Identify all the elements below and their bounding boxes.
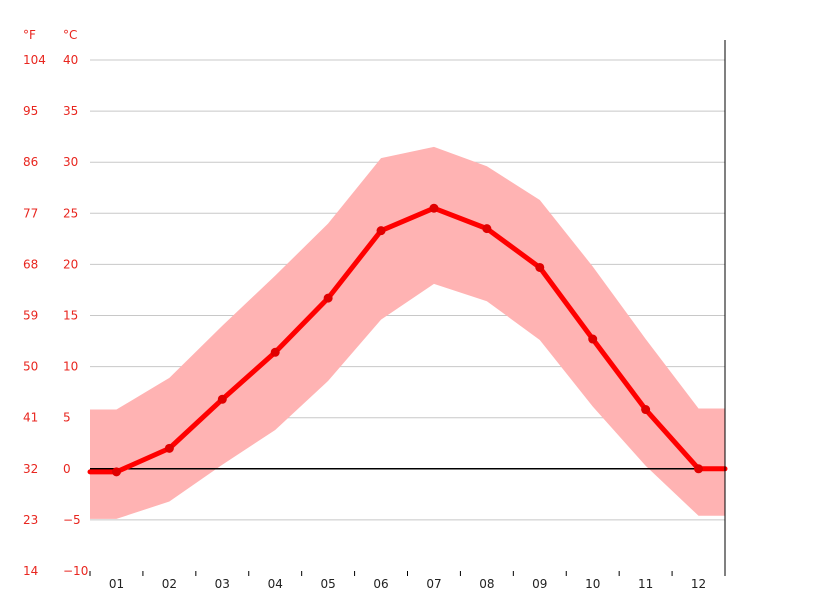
y-tick-label-fahrenheit: 77	[23, 206, 38, 220]
mean-point	[641, 405, 651, 415]
y-tick-label-fahrenheit: 59	[23, 309, 38, 323]
x-tick-label: 03	[215, 577, 230, 591]
y-tick-label-celsius: 35	[63, 104, 78, 118]
x-tick-label: 10	[585, 577, 600, 591]
y-tick-label-fahrenheit: 32	[23, 462, 38, 476]
y-tick-label-fahrenheit: 68	[23, 257, 38, 271]
temperature-range-band	[90, 146, 725, 519]
y-axis-celsius-labels: 40 35 30 25 20 15 10 5 0 −5 −10	[63, 53, 88, 578]
mean-point	[376, 226, 386, 236]
mean-point	[270, 347, 280, 357]
x-tick-label: 05	[320, 577, 335, 591]
range-band	[90, 146, 725, 519]
y-tick-label-celsius: 15	[63, 309, 78, 323]
y-tick-label-celsius: 10	[63, 360, 78, 374]
x-tick-label: 09	[532, 577, 547, 591]
y-tick-label-celsius: 25	[63, 206, 78, 220]
x-tick-label: 08	[479, 577, 494, 591]
mean-point	[535, 262, 545, 272]
unit-celsius-label: °C	[63, 28, 77, 42]
mean-point	[217, 394, 227, 404]
mean-point	[588, 334, 598, 344]
x-tick-label: 11	[638, 577, 653, 591]
y-tick-label-fahrenheit: 14	[23, 564, 38, 578]
y-tick-label-celsius: 20	[63, 257, 78, 271]
mean-line	[87, 205, 728, 475]
mean-point	[694, 464, 704, 474]
y-tick-label-celsius: 5	[63, 411, 71, 425]
x-tick-label: 01	[109, 577, 124, 591]
y-tick-label-celsius: 40	[63, 53, 78, 67]
y-tick-label-celsius: −10	[63, 564, 88, 578]
y-tick-label-fahrenheit: 95	[23, 104, 38, 118]
mean-temperature-points	[111, 203, 704, 477]
mean-point	[164, 443, 174, 453]
x-tick-label: 06	[373, 577, 388, 591]
y-tick-label-fahrenheit: 41	[23, 411, 38, 425]
y-tick-label-fahrenheit: 50	[23, 360, 38, 374]
y-tick-label-fahrenheit: 86	[23, 155, 38, 169]
x-tick-label: 07	[426, 577, 441, 591]
mean-temperature-line	[87, 205, 728, 475]
y-tick-label-fahrenheit: 23	[23, 513, 38, 527]
mean-point	[111, 467, 121, 477]
x-tick-label: 04	[268, 577, 283, 591]
x-tick-label: 12	[691, 577, 706, 591]
y-tick-label-celsius: 0	[63, 462, 71, 476]
x-axis-month-labels: 01 02 03 04 05 06 07 08 09 10 11 12	[109, 577, 706, 591]
mean-point	[429, 203, 439, 213]
y-axis-fahrenheit-labels: 104 95 86 77 68 59 50 41 32 23 14	[23, 53, 46, 578]
y-tick-label-celsius: 30	[63, 155, 78, 169]
axes	[89, 40, 726, 576]
y-tick-label-celsius: −5	[63, 513, 81, 527]
mean-point	[323, 293, 333, 303]
mean-point	[482, 224, 492, 234]
y-tick-label-fahrenheit: 104	[23, 53, 46, 67]
x-tick-label: 02	[162, 577, 177, 591]
unit-fahrenheit-label: °F	[23, 28, 36, 42]
